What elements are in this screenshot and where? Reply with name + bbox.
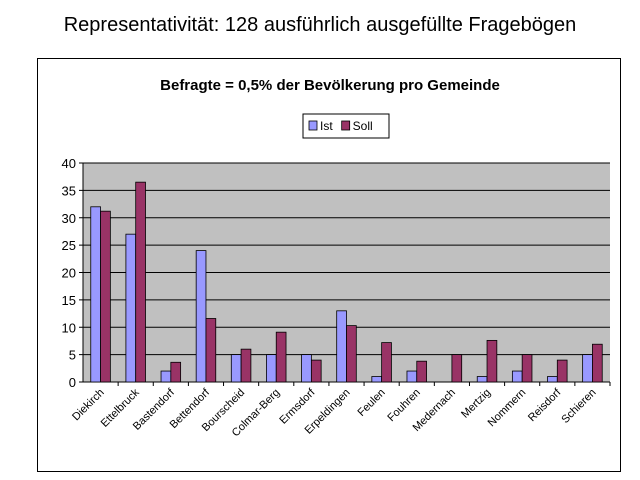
x-category-label: Schieren	[559, 387, 598, 426]
bar-ist	[266, 354, 277, 383]
y-tick-label: 10	[62, 320, 76, 335]
bar-soll	[310, 359, 322, 383]
bar-soll	[592, 343, 603, 383]
bar-ist	[195, 250, 207, 383]
x-category-label: Reisdorf	[526, 386, 564, 424]
bar-soll	[275, 331, 287, 383]
bar-soll	[205, 318, 217, 383]
chart-title: Befragte = 0,5% der Bevölkerung pro Geme…	[160, 77, 500, 94]
bar-soll	[346, 325, 357, 383]
bar-ist	[371, 376, 383, 383]
y-tick-label: 0	[69, 375, 76, 390]
x-category-label: Feulen	[355, 387, 387, 419]
bar-soll	[556, 359, 568, 383]
bar-ist	[230, 354, 242, 383]
legend-swatch-ist	[308, 120, 318, 131]
y-tick-label: 40	[62, 156, 76, 171]
bar-ist	[125, 233, 137, 383]
bar-ist	[476, 376, 488, 383]
bar-soll	[451, 354, 463, 383]
bar-soll	[135, 181, 146, 383]
bar-soll	[240, 348, 252, 383]
y-tick-label: 30	[62, 211, 76, 226]
chart-container: Befragte = 0,5% der Bevölkerung pro Geme…	[37, 58, 621, 472]
y-tick-label: 25	[62, 238, 76, 253]
bar-ist	[336, 310, 347, 383]
slide-title: Representativität: 128 ausführlich ausge…	[63, 14, 577, 36]
legend-swatch-soll	[341, 120, 351, 131]
bar-soll	[381, 342, 392, 383]
plot-area: 0510152025303540DiekirchEttelbruckBasten…	[62, 156, 611, 439]
bar-soll	[170, 361, 182, 383]
y-tick-label: 35	[62, 183, 76, 198]
bar-ist	[511, 370, 523, 383]
bar-soll	[486, 339, 498, 383]
bar-ist	[582, 354, 593, 383]
y-tick-label: 20	[62, 266, 76, 281]
legend-label-soll: Soll	[353, 119, 373, 133]
bar-ist	[90, 206, 101, 383]
bar-ist	[406, 370, 418, 383]
bar-ist	[301, 354, 312, 383]
legend-label-ist: Ist	[320, 119, 333, 133]
y-tick-label: 5	[69, 348, 76, 363]
x-category-label: Mertzig	[459, 387, 493, 421]
bar-soll	[521, 354, 533, 383]
legend: Ist Soll	[302, 113, 390, 139]
bar-ist	[160, 370, 172, 383]
bar-chart: Befragte = 0,5% der Bevölkerung pro Geme…	[62, 77, 611, 439]
bar-soll	[416, 360, 427, 383]
bar-ist	[547, 376, 558, 383]
bar-soll	[100, 210, 111, 383]
y-tick-label: 15	[62, 293, 76, 308]
x-category-label: Nommern	[486, 387, 529, 430]
